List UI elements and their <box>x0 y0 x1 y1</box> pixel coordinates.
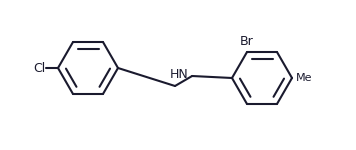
Text: HN: HN <box>169 69 188 81</box>
Text: Me: Me <box>296 73 313 83</box>
Text: Br: Br <box>240 35 254 48</box>
Text: Cl: Cl <box>33 61 45 75</box>
